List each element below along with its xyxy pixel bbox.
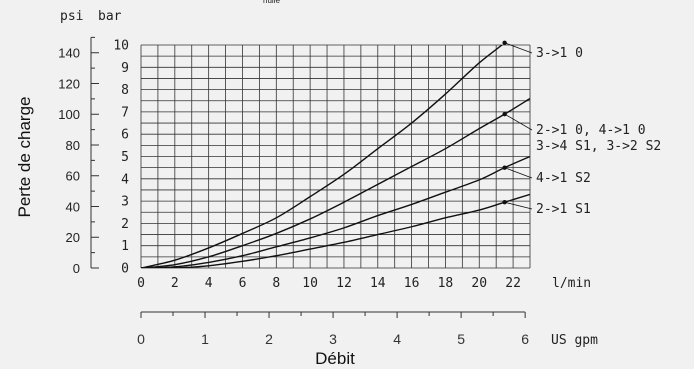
x-tick-labels: 0 2 4 6 8 10 12 14 16 18 20 22 [137, 276, 521, 291]
series-label-2: 3->4 S1, 3->2 S2 [536, 139, 661, 154]
x2-tick-label: 1 [201, 331, 209, 347]
x-axis-title: Débit [315, 349, 355, 368]
x-tick-label: 8 [272, 276, 280, 291]
psi-unit-label: psi [60, 9, 83, 24]
y-bar-tick-label: 7 [121, 105, 129, 120]
series-lines [141, 45, 530, 268]
x2-tick-label: 0 [137, 331, 145, 347]
y-psi-tick-label: 120 [58, 76, 80, 91]
series-line-1 [141, 45, 504, 268]
series-leader-1 [504, 42, 533, 54]
gpm-axis: 0 1 2 3 4 5 6 [137, 311, 529, 347]
series-leader-3 [504, 167, 533, 179]
x-tick-label: 16 [404, 276, 420, 291]
x-tick-label: 12 [336, 276, 352, 291]
y-bar-tick-label: 9 [121, 61, 129, 76]
series-label-4: 2->1 S1 [536, 202, 591, 217]
y-axis-title: Perte de charge [15, 97, 34, 218]
grid [140, 44, 531, 269]
x-tick-label: 2 [171, 276, 179, 291]
series-labels: 3->1 0 2->1 0, 4->1 03->4 S1, 3->2 S2 4->1… [502, 40, 661, 217]
series-leader-4 [504, 201, 533, 210]
series-label-2: 2->1 0, 4->1 0 [536, 123, 646, 138]
y-bar-tick-label: 0 [121, 262, 129, 277]
bar-tick-labels: 0 1 2 3 4 5 6 7 8 9 10 [113, 39, 129, 277]
y-bar-tick-label: 5 [121, 150, 129, 165]
series-label-1: 3->1 0 [536, 46, 583, 61]
psi-axis: 0 20 40 60 80 100 120 140 [58, 36, 99, 276]
x-tick-label: 4 [205, 276, 213, 291]
x2-unit-label: US gpm [551, 333, 598, 348]
y-bar-tick-label: 3 [121, 195, 129, 210]
y-bar-tick-label: 6 [121, 128, 129, 143]
bar-unit-label: bar [98, 9, 122, 24]
series-line-4 [141, 193, 530, 268]
y-bar-tick-label: 2 [121, 217, 129, 232]
clipped-subscript-label: huile [263, 0, 280, 5]
x2-tick-label: 5 [457, 331, 465, 347]
y-bar-tick-label: 1 [121, 239, 129, 254]
y-psi-tick-label: 80 [66, 138, 80, 153]
x-tick-label: 0 [137, 276, 145, 291]
y-psi-tick-label: 40 [66, 199, 80, 214]
x2-tick-label: 4 [393, 331, 401, 347]
series-line-3 [141, 155, 530, 268]
x2-tick-label: 6 [521, 331, 529, 347]
x-tick-label: 14 [370, 276, 386, 291]
series-line-2 [141, 97, 530, 268]
x2-tick-label: 2 [265, 331, 273, 347]
y-bar-tick-label: 10 [113, 39, 129, 54]
y-psi-tick-label: 60 [66, 169, 80, 184]
x-tick-label: 18 [438, 276, 454, 291]
y-psi-tick-label: 140 [58, 46, 80, 61]
x-tick-label: 22 [505, 276, 521, 291]
x-unit-label: l/min [552, 276, 591, 291]
x-tick-label: 10 [302, 276, 318, 291]
x-tick-label: 20 [471, 276, 487, 291]
y-psi-tick-label: 20 [66, 230, 80, 245]
series-leader-2 [504, 113, 533, 131]
y-bar-tick-label: 4 [121, 172, 129, 187]
y-psi-tick-label: 100 [58, 107, 80, 122]
x2-tick-label: 3 [329, 331, 337, 347]
x-tick-label: 6 [239, 276, 247, 291]
series-label-3: 4->1 S2 [536, 171, 591, 186]
y-psi-tick-label: 0 [73, 261, 80, 276]
y-bar-tick-label: 8 [121, 83, 129, 98]
